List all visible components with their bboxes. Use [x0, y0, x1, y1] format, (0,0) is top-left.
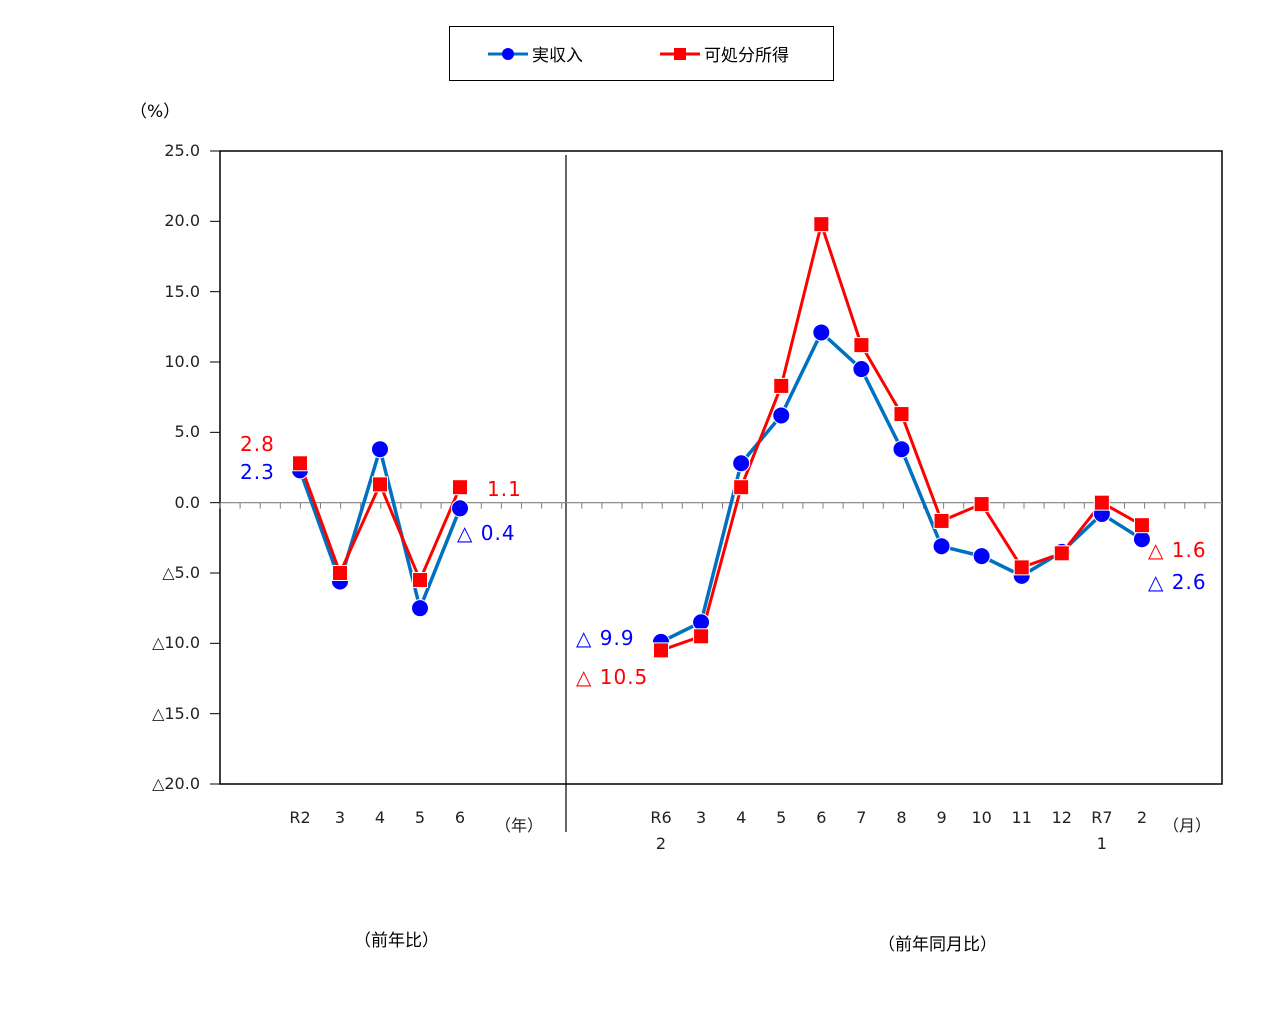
- annotation-right-red-last: △ 1.6: [1148, 538, 1207, 562]
- section-label-yearly: （前年比）: [354, 931, 439, 951]
- x-tick-label: 10: [971, 808, 992, 827]
- legend-item-disposable: 可処分所得: [660, 41, 789, 66]
- legend-label-income: 実収入: [532, 46, 583, 66]
- y-tick-label: 25.0: [164, 141, 200, 160]
- series-lines: [291, 216, 1151, 659]
- x-tick-label: 3: [334, 808, 346, 827]
- x-tick-label: 9: [936, 808, 947, 827]
- x-tick-label: 4: [736, 808, 747, 827]
- x-tick-label: 3: [695, 808, 707, 827]
- y-tick-label: 15.0: [164, 281, 200, 301]
- annotation-right-red-first: △ 10.5: [576, 665, 649, 689]
- x-axis-unit-month: （月）: [1162, 816, 1211, 835]
- legend: 実収入 可処分所得: [449, 26, 834, 81]
- x-tick-label: 12: [1051, 808, 1072, 827]
- annotation-right-blue-first: △ 9.9: [576, 626, 635, 650]
- y-tick-label: 0.0: [174, 492, 200, 512]
- annotation-left-red-last: 1.1: [487, 477, 522, 501]
- x-tick-label: 5: [776, 808, 787, 827]
- section-label-monthly: （前年同月比）: [878, 935, 997, 955]
- y-tick-label: 5.0: [174, 422, 200, 442]
- annotation-left-blue-first: 2.3: [240, 460, 275, 484]
- x-tick-label: 6: [816, 808, 827, 827]
- x-tick-label: 5: [414, 808, 426, 827]
- y-tick-label: 10.0: [164, 352, 200, 371]
- x-tick-label: 11: [1011, 808, 1032, 827]
- x-axis-unit-year: （年）: [494, 816, 543, 835]
- x-tick-label: 7: [856, 808, 867, 827]
- square-marker-icon: [660, 47, 700, 60]
- x-tick-label: 8: [896, 808, 907, 827]
- x-tick-label: 4: [374, 808, 386, 827]
- y-tick-label: △5.0: [162, 563, 200, 582]
- x-tick-label: R2: [289, 808, 311, 827]
- circle-marker-icon: [488, 47, 528, 60]
- plot-frame: [210, 150, 1223, 832]
- y-tick-label: △10.0: [152, 633, 200, 653]
- legend-item-income: 実収入: [488, 41, 583, 66]
- x-tick-label: R7 1: [1091, 808, 1113, 853]
- legend-label-disposable: 可処分所得: [704, 46, 789, 66]
- x-tick-label: 6: [454, 808, 466, 827]
- y-tick-label: △15.0: [152, 703, 200, 723]
- y-axis-unit: （%）: [130, 102, 181, 122]
- y-tick-label: 20.0: [164, 211, 200, 231]
- annotation-left-red-first: 2.8: [240, 432, 275, 456]
- y-tick-label: △20.0: [152, 774, 200, 793]
- x-tick-label: 2: [1136, 808, 1148, 827]
- x-tick-label: R6 2: [650, 808, 672, 853]
- annotation-right-blue-last: △ 2.6: [1148, 570, 1207, 594]
- annotation-left-blue-last: △ 0.4: [457, 521, 516, 545]
